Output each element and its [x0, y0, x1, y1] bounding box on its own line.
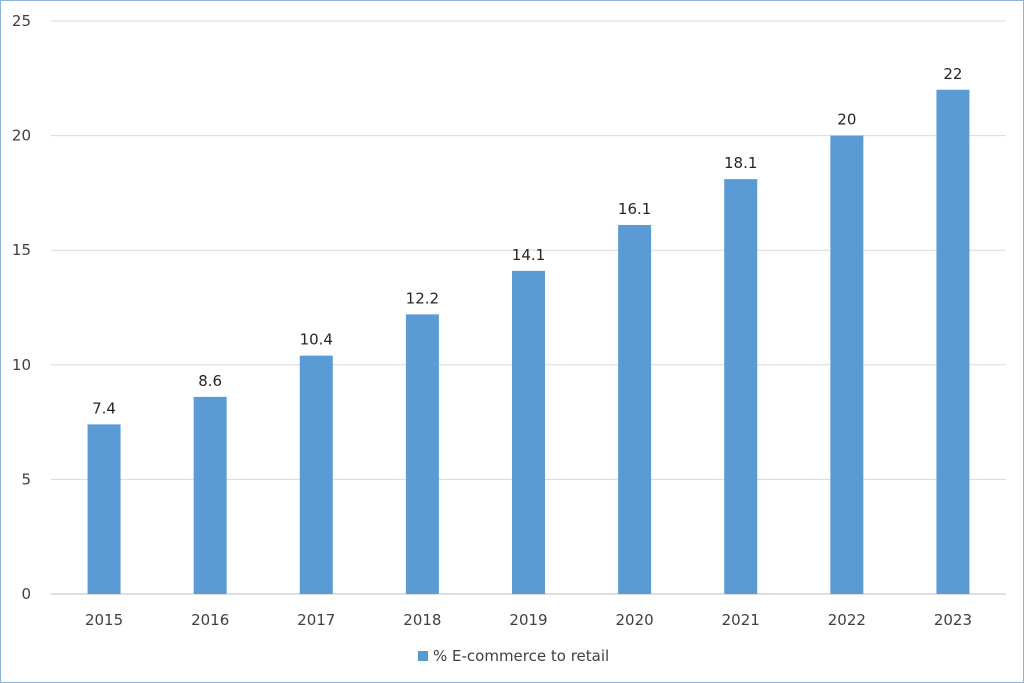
data-label: 20 [837, 111, 856, 129]
x-tick-label: 2018 [403, 611, 441, 629]
x-tick-label: 2019 [509, 611, 547, 629]
x-tick-label: 2016 [191, 611, 229, 629]
y-tick-label: 15 [12, 241, 31, 259]
data-label: 7.4 [92, 399, 116, 417]
y-tick-label: 0 [21, 585, 31, 603]
x-tick-label: 2021 [722, 611, 760, 629]
bar [830, 135, 864, 594]
data-label: 16.1 [618, 200, 651, 218]
bar [936, 89, 970, 594]
legend-swatch [418, 651, 428, 661]
x-tick-label: 2020 [616, 611, 654, 629]
bar [724, 179, 758, 594]
bar [618, 224, 652, 594]
x-tick-label: 2023 [934, 611, 972, 629]
bar [193, 396, 227, 594]
data-labels: 7.4 8.6 10.4 12.2 14.1 16.1 18.1 20 22 [92, 65, 962, 418]
legend: % E-commerce to retail [418, 647, 609, 665]
bars [87, 89, 970, 594]
y-tick-label: 10 [12, 356, 31, 374]
x-tick-label: 2015 [85, 611, 123, 629]
y-axis-ticks: 0 5 10 15 20 25 [12, 12, 31, 603]
x-tick-label: 2017 [297, 611, 335, 629]
data-label: 10.4 [300, 331, 333, 349]
data-label: 8.6 [198, 372, 222, 390]
data-label: 22 [943, 65, 962, 83]
bar [512, 270, 545, 594]
y-tick-label: 5 [21, 470, 31, 488]
data-label: 18.1 [724, 154, 757, 172]
x-tick-label: 2022 [828, 611, 866, 629]
y-tick-label: 20 [12, 127, 31, 145]
bar [405, 314, 439, 594]
y-tick-label: 25 [12, 12, 31, 30]
bar [87, 424, 121, 594]
data-label: 14.1 [512, 246, 545, 264]
legend-label: % E-commerce to retail [433, 647, 609, 665]
bar [299, 355, 333, 594]
data-label: 12.2 [406, 289, 439, 307]
x-axis-ticks: 2015 2016 2017 2018 2019 2020 2021 2022 2023 [85, 611, 972, 629]
